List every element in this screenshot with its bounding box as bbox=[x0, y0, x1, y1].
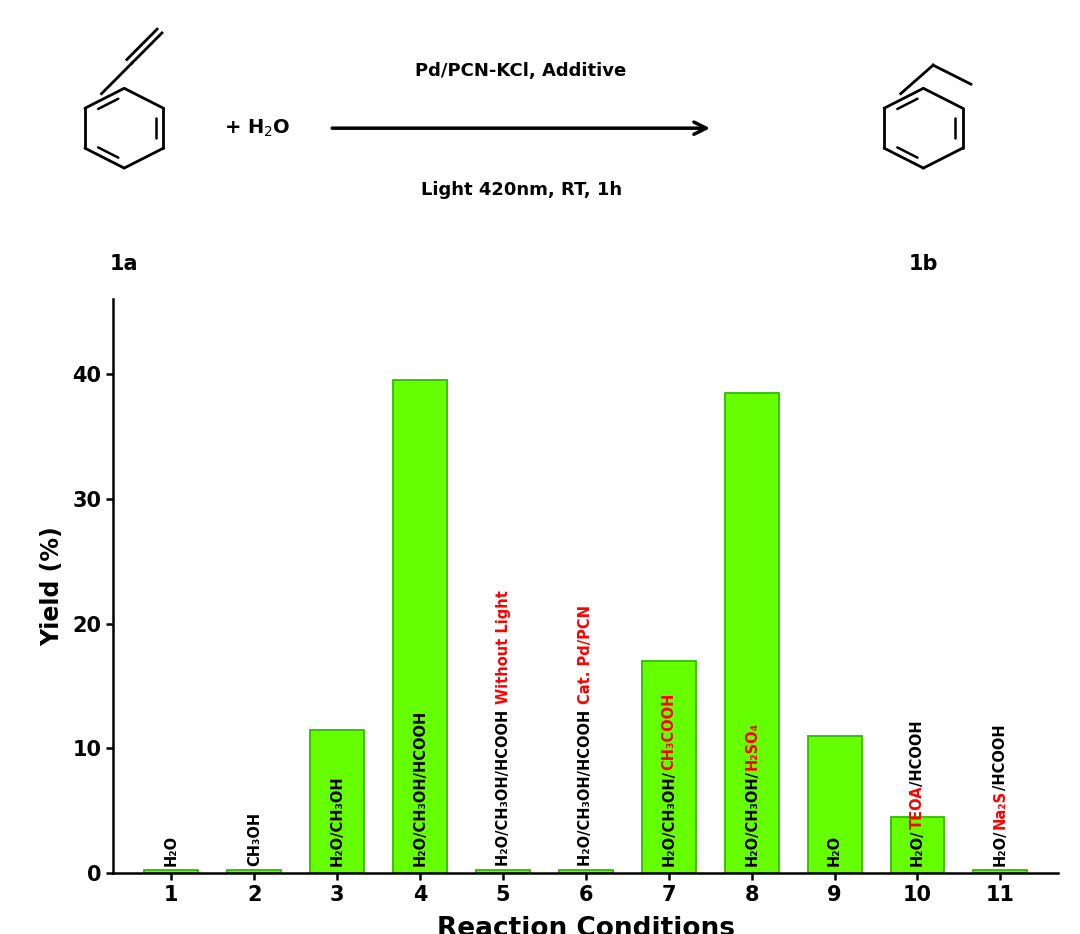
Text: CH₃OH: CH₃OH bbox=[247, 812, 261, 866]
Text: H₂O/: H₂O/ bbox=[910, 829, 924, 866]
Text: Without Light: Without Light bbox=[496, 590, 511, 704]
Text: 1b: 1b bbox=[908, 254, 939, 274]
Text: CH₃COOH: CH₃COOH bbox=[661, 692, 676, 770]
Text: H₂O/CH₃OH/: H₂O/CH₃OH/ bbox=[744, 770, 759, 866]
Bar bbox=[642, 661, 696, 873]
Text: H₂SO₄: H₂SO₄ bbox=[744, 722, 759, 770]
Text: H₂O/CH₃OH/: H₂O/CH₃OH/ bbox=[661, 770, 676, 866]
Text: Na₂S: Na₂S bbox=[993, 790, 1008, 829]
Text: H₂O/CH₃OH: H₂O/CH₃OH bbox=[329, 775, 345, 866]
Bar bbox=[310, 729, 364, 873]
Bar bbox=[973, 870, 1027, 873]
Text: + H$_2$O: + H$_2$O bbox=[224, 118, 291, 139]
Text: H₂O: H₂O bbox=[827, 835, 842, 866]
Bar bbox=[145, 870, 199, 873]
Bar bbox=[559, 870, 612, 873]
Bar bbox=[808, 736, 862, 873]
Y-axis label: Yield (%): Yield (%) bbox=[40, 526, 65, 646]
Text: /HCOOH: /HCOOH bbox=[910, 720, 924, 785]
Text: H₂O/CH₃OH/HCOOH: H₂O/CH₃OH/HCOOH bbox=[413, 710, 428, 866]
Text: H₂O: H₂O bbox=[164, 835, 179, 866]
Text: H₂O/: H₂O/ bbox=[993, 829, 1008, 866]
Text: Cat. Pd/PCN: Cat. Pd/PCN bbox=[579, 605, 593, 704]
X-axis label: Reaction Conditions: Reaction Conditions bbox=[437, 916, 734, 934]
Text: TEOA: TEOA bbox=[910, 785, 924, 829]
Bar bbox=[393, 380, 447, 873]
Text: Light 420nm, RT, 1h: Light 420nm, RT, 1h bbox=[420, 181, 622, 199]
Text: H₂O/CH₃OH/HCOOH: H₂O/CH₃OH/HCOOH bbox=[579, 704, 593, 866]
Text: H₂O/CH₃OH/HCOOH: H₂O/CH₃OH/HCOOH bbox=[496, 704, 511, 866]
Bar bbox=[725, 392, 779, 873]
Bar bbox=[476, 870, 530, 873]
Text: Pd/PCN-KCl, Additive: Pd/PCN-KCl, Additive bbox=[416, 63, 626, 80]
Text: /HCOOH: /HCOOH bbox=[993, 725, 1008, 790]
Text: 1a: 1a bbox=[110, 254, 138, 274]
Bar bbox=[228, 870, 281, 873]
Bar bbox=[891, 817, 944, 873]
